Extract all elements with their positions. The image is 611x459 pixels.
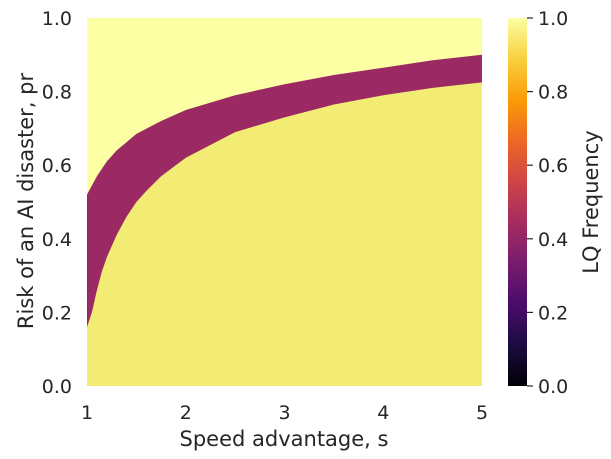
x-tick-label: 2 [180,402,192,424]
colorbar-label: LQ Frequency [579,130,603,273]
y-tick-label: 0.8 [42,82,72,104]
x-tick-label: 5 [476,402,488,424]
y-tick-label: 0.2 [42,302,72,324]
colorbar-tick-label: 0.4 [538,229,568,251]
x-tick-label: 1 [81,402,93,424]
y-tick-label: 1.0 [42,8,72,30]
colorbar-gradient [508,18,527,386]
region-near-high-frequency [87,82,482,387]
x-tick-label: 3 [278,402,290,424]
colorbar-tick-label: 1.0 [538,8,568,30]
colorbar-tick-label: 0.0 [538,376,568,398]
colorbar: 0.0 0.2 0.4 0.6 0.8 1.0 [508,8,568,398]
y-tick-label: 0.4 [42,229,72,251]
y-tick-label: 0.0 [42,376,72,398]
x-tick-label: 4 [377,402,389,424]
colorbar-tick-label: 0.2 [538,302,568,324]
plot-area [87,18,482,387]
colorbar-tick-label: 0.6 [538,155,568,177]
y-tick-label: 0.6 [42,155,72,177]
x-axis-label: Speed advantage, s [180,427,389,451]
x-axis-ticks: 1 2 3 4 5 [81,402,488,424]
y-axis-ticks: 0.0 0.2 0.4 0.6 0.8 1.0 [42,8,72,398]
colorbar-tick-label: 0.8 [538,82,568,104]
y-axis-label: Risk of an AI disaster, pr [14,73,38,330]
